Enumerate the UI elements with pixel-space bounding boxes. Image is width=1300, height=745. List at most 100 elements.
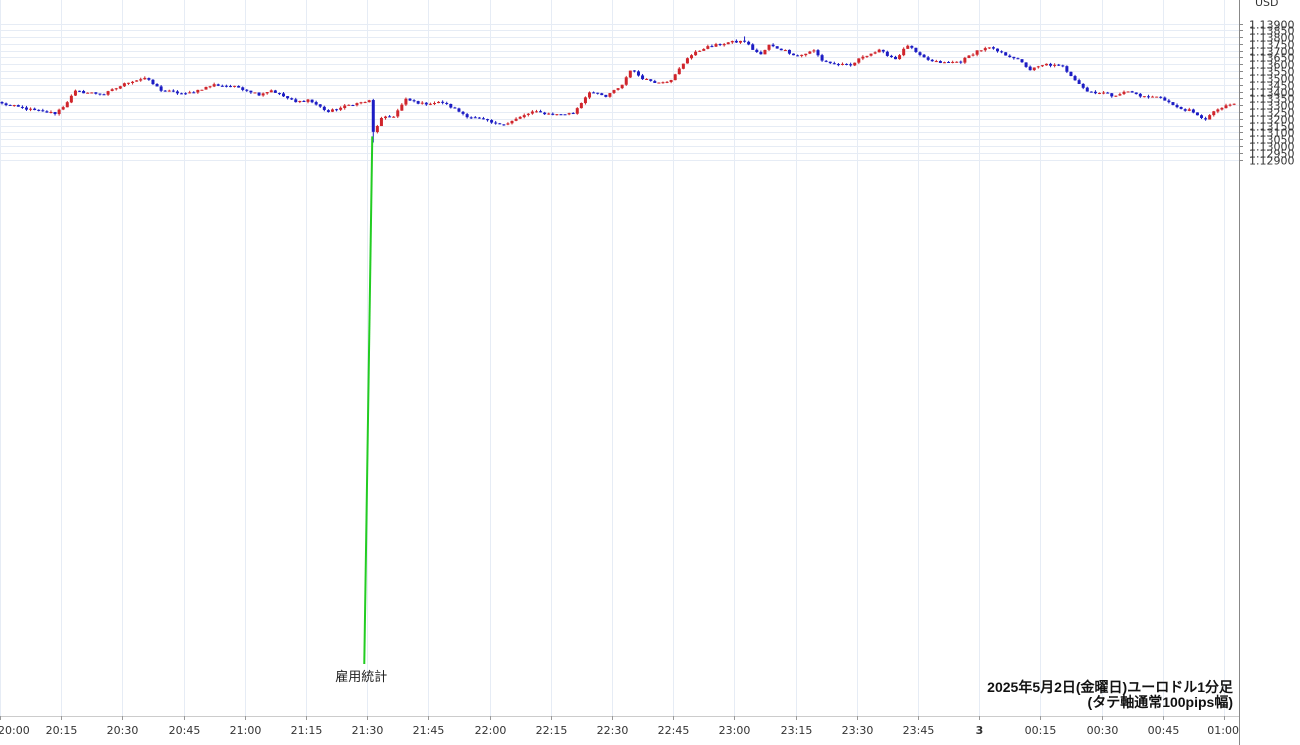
candle-body: [812, 50, 816, 52]
candle-body: [371, 100, 375, 132]
candle-body: [1155, 96, 1159, 98]
candle-body: [310, 99, 314, 103]
time-tick-label: 00:45: [1148, 724, 1180, 737]
candle-body: [800, 54, 804, 56]
candle-body: [45, 111, 49, 113]
candle-body: [24, 107, 28, 110]
candle-body: [653, 81, 657, 83]
candle-body: [706, 46, 710, 49]
candle-body: [396, 110, 400, 117]
candle-body: [347, 104, 351, 106]
annotation-group: 雇用統計: [335, 136, 387, 685]
candle-body: [1024, 62, 1028, 67]
candle-body: [567, 113, 571, 115]
candle-body: [743, 40, 747, 42]
price-tick-label: 1.13700: [1249, 46, 1295, 59]
candle-body: [930, 59, 934, 62]
time-tick-label: 22:00: [475, 724, 507, 737]
candle-body: [673, 74, 677, 81]
price-tick-label: 1.13050: [1249, 134, 1295, 147]
candle-body: [126, 82, 130, 84]
candle-body: [853, 62, 857, 66]
price-tick-label: 1.13450: [1249, 80, 1295, 93]
candle-body: [73, 90, 77, 96]
candle-body: [20, 106, 24, 108]
candle-body: [351, 105, 355, 107]
candle-body: [4, 103, 8, 106]
candle-body: [869, 53, 873, 56]
candle-body: [269, 90, 273, 93]
candle-body: [1208, 115, 1212, 120]
candle-body: [751, 44, 755, 50]
time-tick-label: 22:30: [597, 724, 629, 737]
candle-body: [730, 41, 734, 43]
candle-body: [967, 55, 971, 58]
candle-body: [273, 90, 277, 93]
candle-body: [902, 48, 906, 56]
candle-body: [1057, 64, 1061, 66]
candle-body: [926, 57, 930, 60]
candle-body: [65, 102, 69, 108]
time-tick-label: 21:45: [413, 724, 445, 737]
candle-body: [845, 63, 849, 65]
candle-body: [494, 122, 498, 124]
time-tick-label: 00:30: [1087, 724, 1119, 737]
candle-body: [306, 99, 310, 102]
candle-body: [453, 107, 457, 109]
price-tick-label: 1.13200: [1249, 114, 1295, 127]
candle-body: [314, 102, 318, 105]
currency-label: USD: [1255, 0, 1279, 9]
candle-body: [102, 94, 106, 96]
candle-body: [355, 103, 359, 106]
candle-body: [506, 123, 510, 125]
price-tick-label: 1.12900: [1249, 155, 1295, 168]
candle-body: [1004, 52, 1008, 56]
candle-body: [449, 104, 453, 108]
candle-body: [200, 89, 204, 91]
candle-body: [78, 90, 82, 92]
price-tick-label: 1.13600: [1249, 59, 1295, 72]
time-tick-label: 23:15: [781, 724, 813, 737]
candle-body: [1049, 63, 1053, 66]
candle-body: [1093, 91, 1097, 94]
candle-body: [1081, 83, 1085, 88]
price-tick-label: 1.13350: [1249, 93, 1295, 106]
price-tick-label: 1.13100: [1249, 127, 1295, 140]
candle-body: [1204, 118, 1208, 120]
candle-body: [991, 47, 995, 49]
candle-body: [975, 50, 979, 55]
candle-body: [428, 103, 432, 105]
candle-body: [122, 83, 126, 87]
candle-body: [624, 77, 628, 85]
candle-body: [388, 116, 392, 118]
candle-body: [412, 100, 416, 102]
candle-body: [636, 71, 640, 76]
candle-body: [461, 111, 465, 114]
candle-body: [0, 102, 4, 104]
candle-body: [69, 95, 73, 103]
candle-body: [857, 58, 861, 63]
candle-body: [294, 99, 298, 103]
candle-body: [534, 111, 538, 113]
candle-body: [233, 85, 237, 87]
candle-body: [555, 114, 559, 116]
candle-body: [849, 64, 853, 66]
candle-body: [1065, 66, 1069, 72]
candle-body: [877, 49, 881, 53]
candle-body: [885, 51, 889, 56]
candle-body: [718, 44, 722, 46]
candle-body: [779, 48, 783, 51]
candle-body: [1138, 93, 1142, 97]
candle-body: [681, 63, 685, 69]
candle-body: [326, 110, 330, 112]
candle-body: [265, 92, 269, 94]
candle-body: [477, 117, 481, 119]
candle-body: [343, 105, 347, 109]
candle-body: [971, 54, 975, 56]
candle-body: [608, 93, 612, 97]
candle-body: [208, 86, 212, 88]
candle-body: [898, 55, 902, 60]
time-tick-label: 01:00: [1207, 724, 1239, 737]
candle-body: [694, 51, 698, 56]
candle-body: [881, 49, 885, 52]
